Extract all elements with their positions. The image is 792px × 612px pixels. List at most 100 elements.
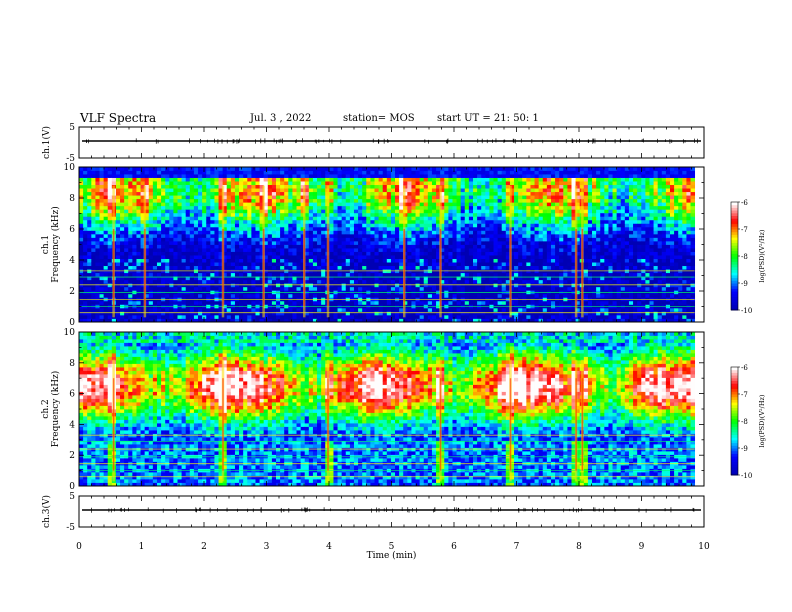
colorbar-swatch xyxy=(731,380,738,384)
colorbar-swatch xyxy=(731,207,738,211)
panel-ch1-waveform: -5 5 ch.1(V) xyxy=(41,123,705,164)
colorbar-swatch xyxy=(731,399,738,403)
colorbar-swatch xyxy=(731,223,738,227)
colorbar-swatch xyxy=(731,383,738,387)
burst-core xyxy=(222,229,224,307)
y-axis-label: Frequency (kHz) xyxy=(50,371,61,448)
spectrogram-ch2-spectrogram xyxy=(79,332,696,487)
colorbar-swatch xyxy=(731,291,738,295)
colorbar-swatch xyxy=(731,448,738,452)
colorbar-swatch xyxy=(731,202,738,206)
y-tick-label: 8 xyxy=(69,194,75,204)
colorbar-tick-label: -7 xyxy=(741,391,748,399)
x-tick-label: 0 xyxy=(76,542,82,552)
burst-core xyxy=(439,229,442,307)
colorbar-swatch xyxy=(731,250,738,254)
colorbar-swatch xyxy=(731,239,738,243)
colorbar-swatch xyxy=(731,277,738,281)
colorbar-swatch xyxy=(731,445,738,449)
colorbar-swatch xyxy=(731,218,738,222)
colorbar-swatch xyxy=(731,458,738,462)
colorbar-swatch xyxy=(731,407,738,411)
colorbar-swatch xyxy=(731,429,738,433)
colorbar-swatch xyxy=(731,307,738,311)
y-tick-label: 2 xyxy=(69,451,75,461)
burst-core xyxy=(144,229,146,307)
colorbar-ch1: -10 -9 -8 -7 -6 log(PSD)(V²/Hz) xyxy=(730,199,766,315)
chart-title: VLF Spectra xyxy=(80,111,157,125)
colorbar-swatch xyxy=(731,245,738,249)
x-tick-label: 6 xyxy=(451,542,457,552)
colorbar-swatch xyxy=(731,396,738,400)
station-label: station= MOS xyxy=(343,113,415,124)
colorbar-swatch xyxy=(731,285,738,289)
colorbar-swatch xyxy=(731,256,738,260)
y-tick-label: -5 xyxy=(66,154,75,164)
colorbar-swatch xyxy=(731,434,738,438)
x-axis-label: Time (min) xyxy=(367,550,417,561)
colorbar-swatch xyxy=(731,453,738,457)
x-tick-label: 2 xyxy=(201,542,207,552)
colorbar-swatch xyxy=(731,266,738,270)
y-tick-label: 8 xyxy=(69,359,75,369)
colorbar-swatch xyxy=(731,412,738,417)
colorbar-swatch xyxy=(731,247,738,252)
y-axis-label: Frequency (kHz) xyxy=(50,206,61,283)
colorbar-tick-label: -7 xyxy=(741,226,748,234)
colorbar-swatch xyxy=(731,394,738,398)
colorbar-swatch xyxy=(731,367,738,371)
channel-label: ch.2 xyxy=(41,399,51,418)
burst-core xyxy=(581,378,584,471)
colorbar-tick-label: -8 xyxy=(741,253,748,261)
spectrogram-ch1-spectrogram xyxy=(79,167,696,323)
colorbar-swatch xyxy=(731,377,738,381)
burst-core xyxy=(112,229,115,307)
colorbar-swatch xyxy=(731,450,738,454)
colorbar-swatch xyxy=(731,258,738,262)
colorbar-swatch xyxy=(731,472,738,476)
colorbar-swatch xyxy=(731,253,738,257)
colorbar-swatch xyxy=(731,272,738,276)
colorbar-swatch xyxy=(731,226,738,230)
colorbar-label: log(PSD)(V²/Hz) xyxy=(758,229,766,282)
colorbar-swatch xyxy=(731,237,738,241)
colorbar-swatch xyxy=(731,466,738,471)
colorbar-swatch xyxy=(731,229,738,233)
colorbar-tick-label: -9 xyxy=(741,280,748,288)
colorbar-swatch xyxy=(731,423,738,427)
colorbar-swatch xyxy=(731,220,738,225)
colorbar-swatch xyxy=(731,439,738,444)
colorbar-swatch xyxy=(731,299,738,303)
y-tick-label: 0 xyxy=(69,482,75,492)
colorbar-swatch xyxy=(731,280,738,284)
colorbar-swatch xyxy=(731,242,738,246)
colorbar-swatch xyxy=(731,293,738,297)
y-tick-label: 10 xyxy=(64,328,76,338)
colorbar-swatch xyxy=(731,385,738,390)
panel-ch2-axes: 0 2 4 6 8 10 xyxy=(64,328,705,492)
x-tick-label: 7 xyxy=(514,542,520,552)
colorbar-swatch xyxy=(731,234,738,238)
colorbar-swatch xyxy=(731,264,738,268)
colorbar-swatch xyxy=(731,288,738,292)
burst-core xyxy=(327,378,329,471)
colorbar-swatch xyxy=(731,461,738,465)
colorbar-swatch xyxy=(731,410,738,414)
colorbar-ch2: -10 -9 -8 -7 -6 log(PSD)(V²/Hz) xyxy=(730,364,766,480)
burst-core xyxy=(327,229,329,307)
y-tick-label: 4 xyxy=(69,256,75,266)
colorbar-swatch xyxy=(731,369,738,373)
x-tick-label: 10 xyxy=(698,542,710,552)
burst-core xyxy=(439,378,442,471)
start-time-label: start UT = 21: 50: 1 xyxy=(437,113,539,124)
colorbar-swatch xyxy=(731,442,738,446)
colorbar-swatch xyxy=(731,418,738,422)
colorbar-swatch xyxy=(731,269,738,273)
y-tick-label: 5 xyxy=(69,123,75,133)
colorbar-swatch xyxy=(731,304,738,308)
colorbar-tick-label: -10 xyxy=(741,307,752,315)
y-tick-label: 5 xyxy=(69,492,75,502)
colorbar-label: log(PSD)(V²/Hz) xyxy=(758,394,766,447)
burst-core xyxy=(509,229,512,307)
colorbar-swatch xyxy=(731,431,738,435)
